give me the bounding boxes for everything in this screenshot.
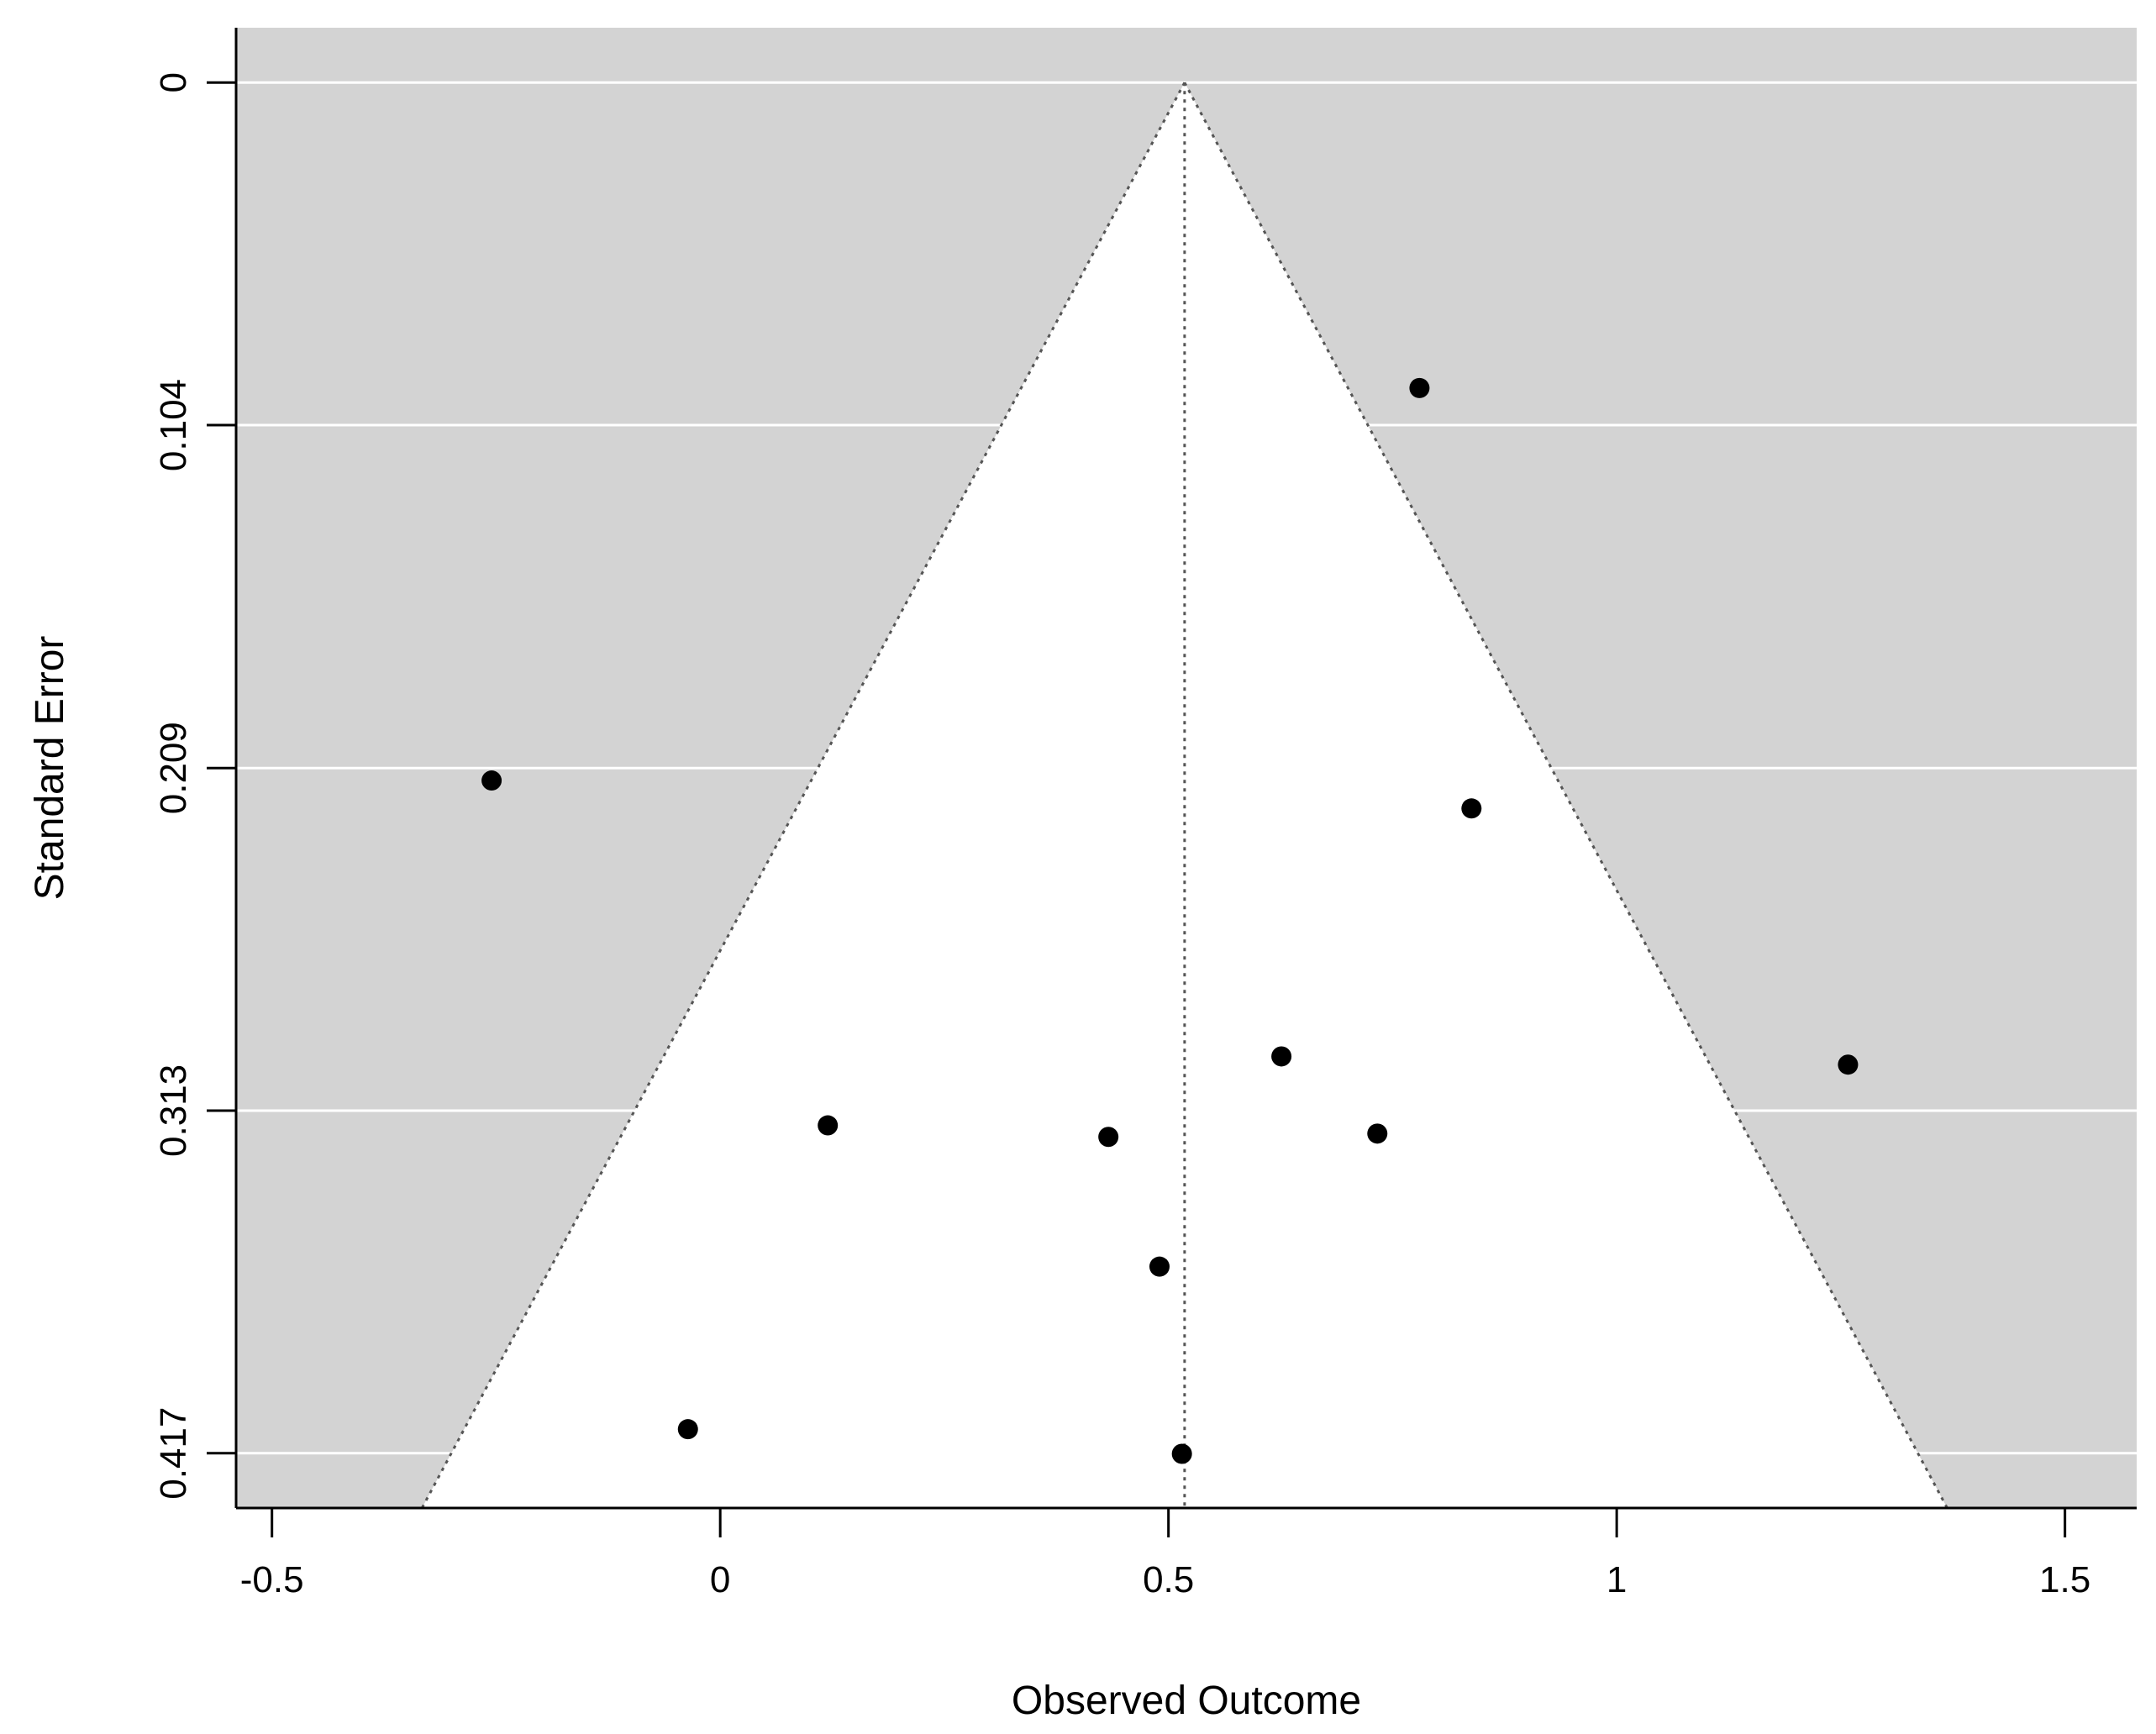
x-tick-label-0: -0.5 [240,1559,304,1600]
data-point-5 [818,1115,839,1136]
data-point-7 [1367,1123,1388,1144]
y-axis: 0 0.104 0.209 0.313 0.417 [153,72,236,1500]
funnel-right-line [1183,81,1948,1509]
data-point-9 [677,1419,698,1440]
y-tick-label-2: 0.209 [153,722,194,814]
x-axis: -0.5 0 0.5 1 1.5 [240,1508,2090,1600]
x-axis-title: Observed Outcome [1012,1679,1361,1723]
y-tick-label-4: 0.417 [153,1407,194,1500]
funnel-region [422,82,1948,1509]
data-point-0 [1409,377,1430,398]
x-tick-label-4: 1.5 [2039,1559,2090,1600]
data-points [481,377,1859,1464]
data-point-6 [1098,1127,1119,1148]
y-tick-label-3: 0.313 [153,1064,194,1157]
x-tick-label-3: 1 [1606,1559,1627,1600]
x-tick-label-2: 0.5 [1143,1559,1194,1600]
x-tick-label-1: 0 [710,1559,730,1600]
data-point-10 [1171,1443,1192,1464]
y-tick-label-1: 0.104 [153,379,194,471]
data-point-8 [1149,1256,1170,1277]
data-point-4 [1838,1054,1859,1075]
data-point-1 [481,770,502,791]
data-point-2 [1461,798,1482,819]
data-point-3 [1271,1046,1292,1067]
y-tick-label-0: 0 [153,72,194,92]
funnel-left-line [420,81,1186,1509]
y-axis-title: Standard Error [28,636,72,901]
